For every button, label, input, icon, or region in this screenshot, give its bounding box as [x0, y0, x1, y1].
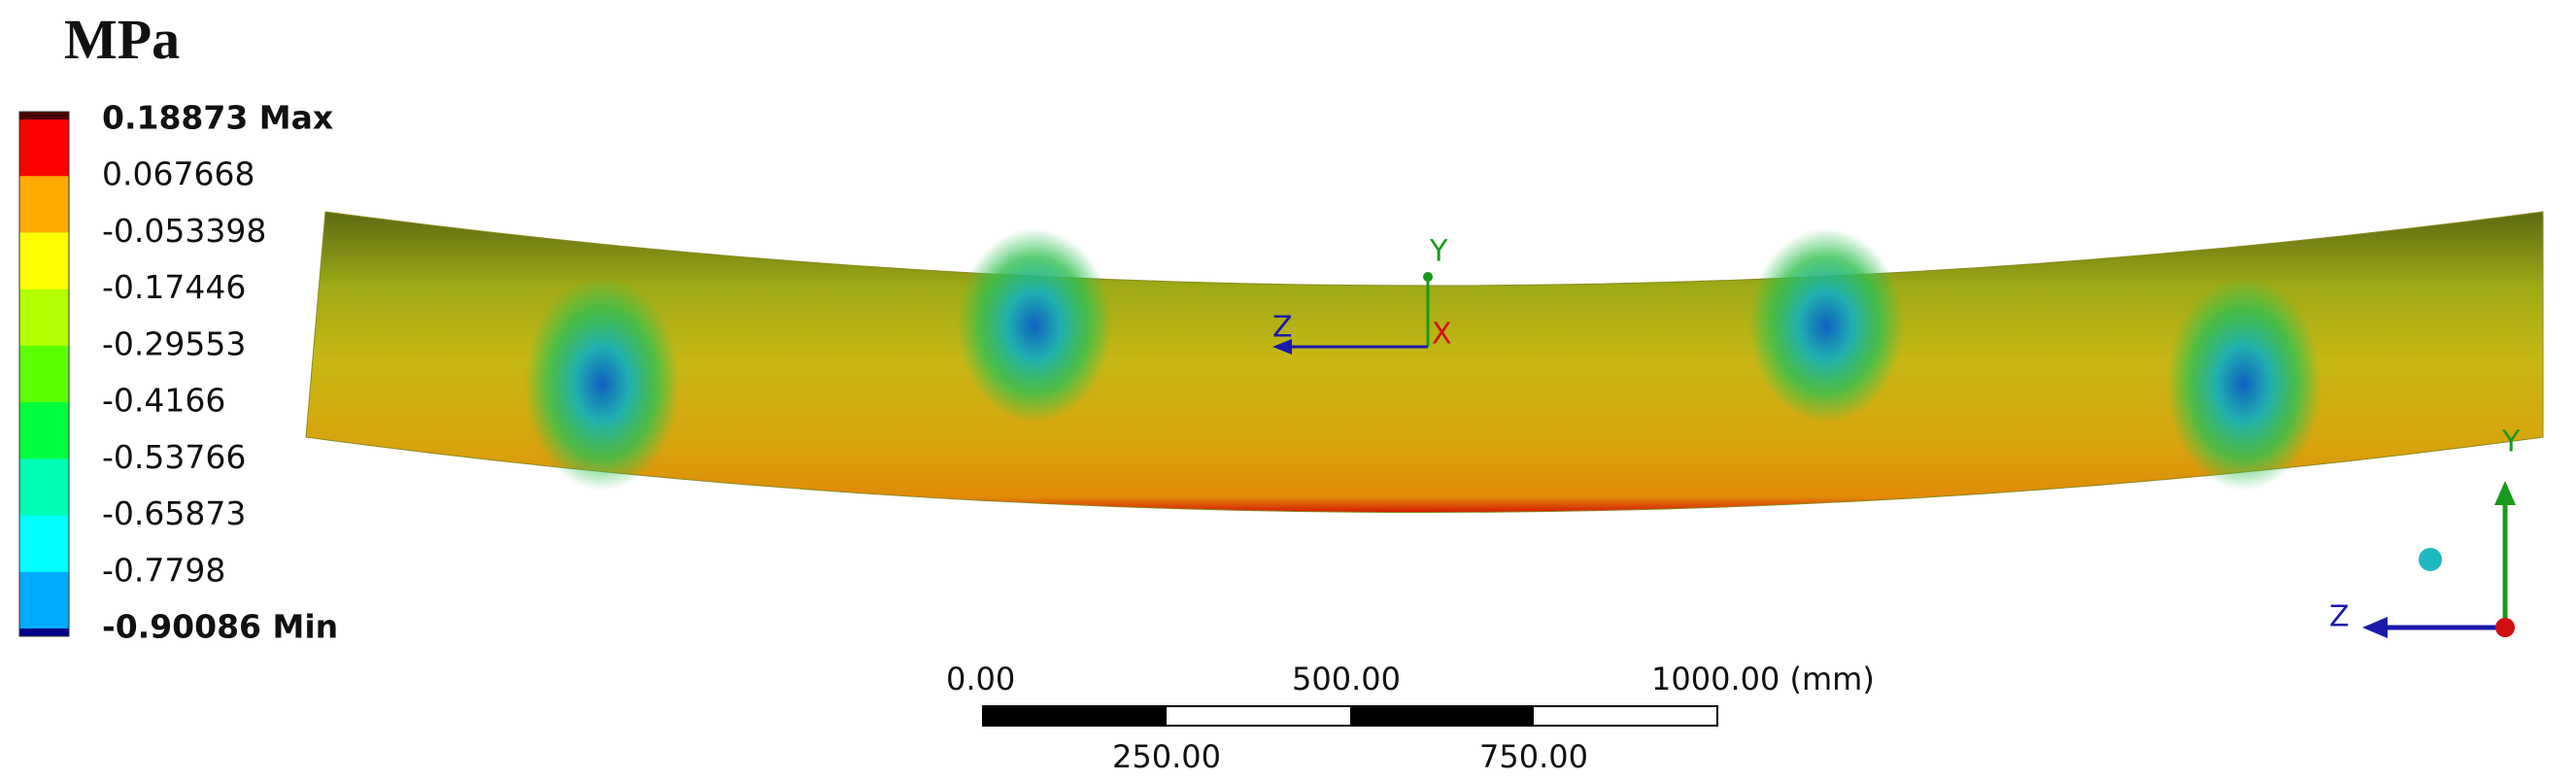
legend-bottom-strip	[19, 628, 69, 636]
legend-label: 0.067668	[102, 155, 254, 193]
stress-spot	[1748, 228, 1904, 423]
corner-triad: Y Z	[2329, 425, 2521, 638]
legend-band	[19, 571, 69, 629]
stress-spot	[2166, 277, 2322, 491]
x-axis-dot	[2495, 618, 2515, 637]
legend-band	[19, 232, 69, 290]
legend-label: -0.4166	[102, 382, 225, 420]
y-label: Y	[2501, 425, 2521, 459]
legend-frame	[18, 111, 70, 637]
z-arrow	[1272, 339, 1292, 355]
center-triad: Y Z X	[1272, 235, 1452, 355]
legend-label: -0.7798	[102, 551, 225, 589]
scale-segment	[983, 706, 1167, 726]
scale-label: 500.00	[1292, 661, 1401, 697]
legend-label: 0.18873 Max	[102, 99, 333, 137]
x-label: X	[1432, 318, 1452, 352]
legend-label: -0.65873	[102, 494, 246, 532]
legend-label: -0.53766	[102, 438, 246, 476]
stress-spot	[525, 277, 680, 491]
legend-label: -0.17446	[102, 268, 246, 306]
beam-model	[305, 211, 2544, 513]
z-label: Z	[1272, 311, 1293, 345]
legend-band	[19, 515, 69, 573]
y-tip	[1423, 272, 1433, 282]
legend-label: -0.90086 Min	[102, 608, 338, 646]
iso-ball	[2419, 548, 2442, 571]
scale-label: 0.00	[946, 661, 1015, 697]
legend-band	[19, 176, 69, 233]
legend: 0.18873 Max 0.067668 -0.053398 -0.17446 -0.2…	[18, 99, 338, 646]
scale-segment	[1350, 706, 1534, 726]
scale-label: 1000.00 (mm)	[1651, 661, 1875, 697]
y-arrow	[2494, 481, 2516, 505]
legend-label: -0.053398	[102, 212, 266, 250]
y-label: Y	[1429, 235, 1448, 269]
scale-label: 250.00	[1112, 738, 1221, 775]
legend-band	[19, 345, 69, 403]
z-label: Z	[2329, 600, 2350, 634]
legend-top-strip	[19, 112, 69, 119]
scale-label: 750.00	[1479, 738, 1588, 775]
legend-band	[19, 402, 69, 459]
unit-label: MPa	[64, 8, 180, 71]
z-arrow	[2362, 617, 2388, 638]
legend-band	[19, 289, 69, 347]
legend-band	[19, 119, 69, 177]
stress-spot	[957, 228, 1112, 423]
legend-label: -0.29553	[102, 324, 246, 362]
scale-bar: 0.00 500.00 1000.00 (mm) 250.00 750.00	[946, 661, 1875, 775]
legend-band	[19, 458, 69, 517]
